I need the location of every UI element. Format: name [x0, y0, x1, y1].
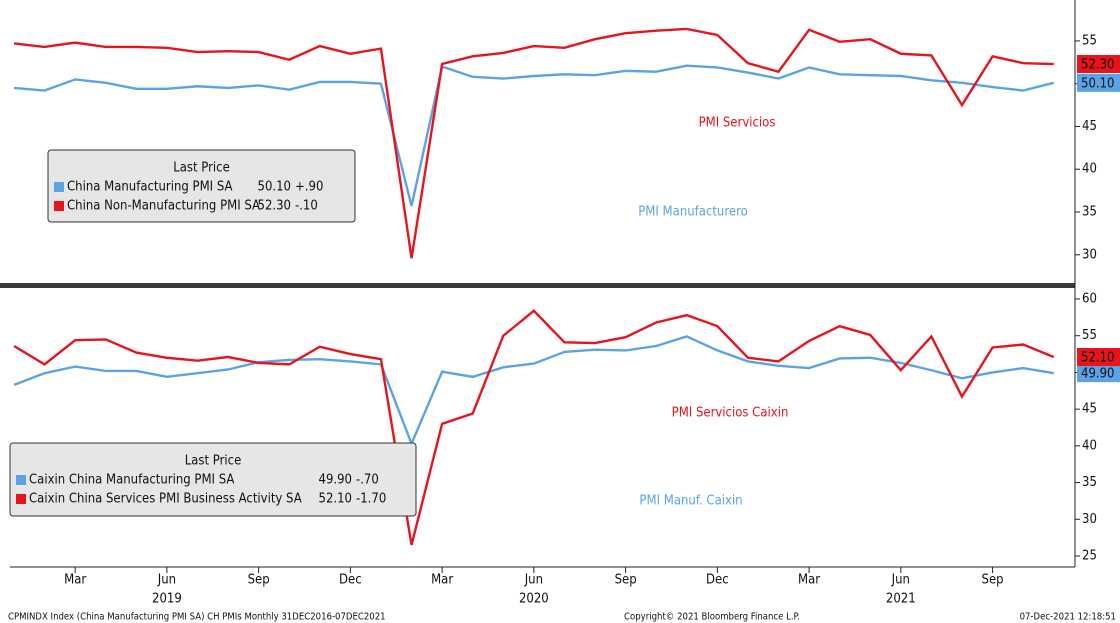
x-tick-label: Jun [524, 573, 543, 588]
footer-center: Copyright© 2021 Bloomberg Finance L.P. [624, 612, 800, 623]
legend-box [47, 149, 356, 223]
series-line [13, 335, 1054, 447]
annotation: PMI Servicios Caixin [672, 406, 789, 421]
legend-last: 49.90 [319, 473, 352, 488]
last-value-box [1077, 348, 1120, 367]
x-tick-label: Mar [64, 573, 86, 588]
y-tick-label: 60 [1082, 292, 1097, 307]
y-tick-label: 35 [1082, 205, 1097, 220]
annotation: PMI Manufacturero [638, 205, 748, 220]
y-tick-label: 40 [1082, 162, 1097, 177]
legend-last: 50.10 [258, 180, 291, 195]
x-tick-label: Sep [982, 573, 1004, 588]
legend-swatch [16, 494, 26, 504]
y-tick-label: 45 [1082, 402, 1097, 417]
last-value-label: 52.10 [1081, 351, 1114, 366]
last-value-box [1077, 364, 1120, 383]
legend-name: Caixin China Manufacturing PMI SA [29, 473, 234, 488]
last-value-label: 49.90 [1081, 367, 1114, 382]
x-tick-label: Mar [431, 573, 453, 588]
legend-last: 52.10 [319, 492, 352, 507]
legend-name: China Non-Manufacturing PMI SA [67, 199, 260, 214]
x-tick-label: Dec [706, 573, 729, 588]
annotation: PMI Manuf. Caixin [639, 494, 742, 509]
last-value-label: 52.30 [1081, 58, 1114, 73]
series-line [13, 64, 1055, 207]
y-tick-label: 30 [1082, 512, 1097, 527]
legend-swatch [16, 475, 26, 485]
y-tick-label: 35 [1082, 475, 1097, 490]
x-tick-label: Jun [891, 573, 910, 588]
y-tick-label: 55 [1082, 328, 1097, 343]
legend-change: -.10 [295, 199, 318, 214]
x-tick-label: Mar [798, 573, 820, 588]
y-tick-label: 25 [1082, 548, 1097, 563]
y-tick-label: 30 [1082, 247, 1097, 262]
series-line [13, 27, 1054, 259]
annotation: PMI Servicios [699, 116, 776, 131]
last-value-box [1077, 55, 1120, 74]
x-year-label: 2019 [152, 592, 182, 607]
legend-title: Last Price [173, 161, 230, 176]
legend-box [9, 442, 417, 517]
last-value-label: 50.10 [1081, 76, 1114, 91]
x-tick-label: Jun [157, 573, 176, 588]
legend-name: Caixin China Services PMI Business Activ… [29, 492, 302, 507]
y-tick-label: 45 [1082, 119, 1097, 134]
footer-left: CPMINDX Index (China Manufacturing PMI S… [8, 612, 386, 623]
legend-title: Last Price [185, 454, 242, 469]
series-line [13, 309, 1055, 546]
last-value-box [1077, 73, 1120, 92]
y-tick-label: 40 [1082, 438, 1097, 453]
legend-change: +.90 [295, 180, 323, 195]
legend-last: 52.30 [258, 199, 291, 214]
x-tick-label: Sep [248, 573, 270, 588]
legend-swatch [54, 182, 64, 192]
legend-change: -1.70 [356, 492, 386, 507]
panel-separator [0, 283, 1075, 288]
x-tick-label: Sep [615, 573, 637, 588]
x-year-label: 2021 [886, 592, 916, 607]
footer-right: 07-Dec-2021 12:18:51 [1020, 612, 1116, 623]
legend-name: China Manufacturing PMI SA [67, 180, 233, 195]
x-year-label: 2020 [519, 592, 549, 607]
legend-swatch [54, 201, 64, 211]
x-tick-label: Dec [339, 573, 362, 588]
y-tick-label: 55 [1082, 33, 1097, 48]
legend-change: -.70 [356, 473, 379, 488]
